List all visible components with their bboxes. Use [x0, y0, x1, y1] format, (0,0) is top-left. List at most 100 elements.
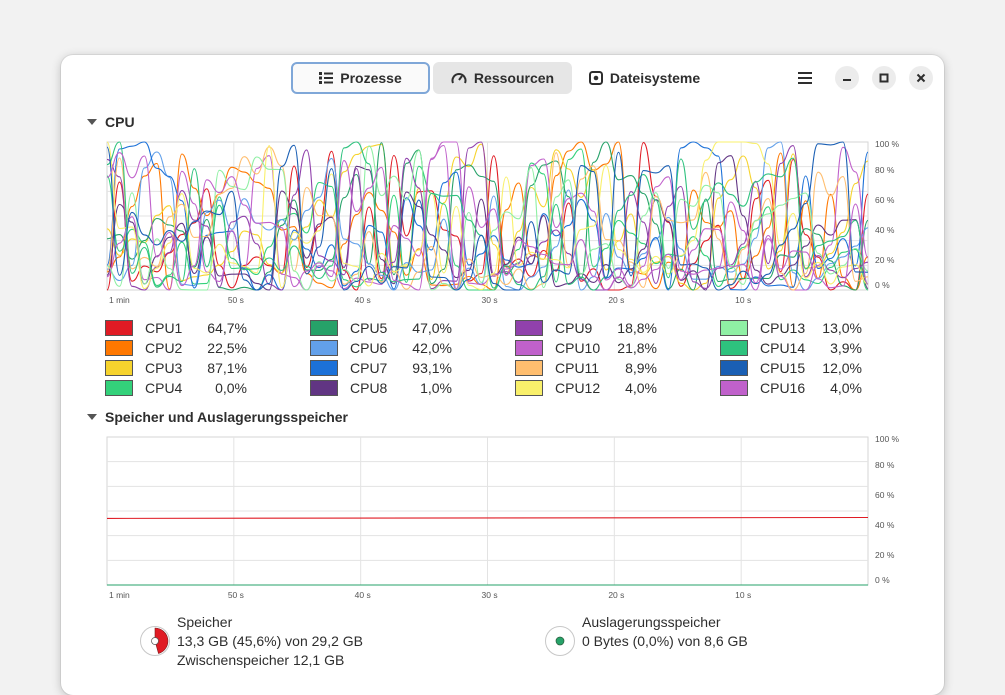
cpu-name: CPU6 — [350, 340, 388, 356]
cpu-history-chart: 100 % 80 % 60 % 40 % 20 % 0 % 1 min 50 s 40 s 30 … — [106, 139, 900, 305]
cpu-color-swatch[interactable] — [105, 340, 133, 356]
close-icon — [916, 73, 926, 83]
cpu-name: CPU14 — [760, 340, 806, 356]
cpu-color-swatch[interactable] — [515, 340, 543, 356]
cpu-legend-item[interactable]: CPU12 4,0% — [515, 378, 657, 398]
cpu-color-swatch[interactable] — [720, 360, 748, 376]
x-tick-label: 30 s — [482, 590, 498, 600]
cpu-color-swatch[interactable] — [720, 340, 748, 356]
x-tick-label: 40 s — [355, 590, 371, 600]
cpu-usage-value: 22,5% — [207, 340, 247, 356]
cpu-legend-item[interactable]: CPU2 22,5% — [105, 338, 247, 358]
tab-label: Dateisysteme — [609, 70, 701, 86]
cpu-color-swatch[interactable] — [105, 380, 133, 396]
cpu-series-line — [106, 148, 869, 291]
y-tick-label: 100 % — [875, 139, 900, 149]
memory-label: Speicher — [177, 614, 233, 630]
cpu-usage-value: 0,0% — [215, 380, 247, 396]
cpu-legend-item[interactable]: CPU15 12,0% — [720, 358, 862, 378]
cpu-name: CPU13 — [760, 320, 806, 336]
cpu-name: CPU2 — [145, 340, 183, 356]
cpu-color-swatch[interactable] — [310, 340, 338, 356]
expander-arrow-icon — [87, 119, 97, 125]
swap-usage-pie-icon — [545, 626, 575, 656]
cpu-series-line — [106, 146, 869, 291]
memory-cache: Zwischenspeicher 12,1 GB — [177, 652, 345, 668]
cpu-color-swatch[interactable] — [310, 320, 338, 336]
memory-history-chart: 100 % 80 % 60 % 40 % 20 % 0 % 1 min 50 s 40 s 30 … — [106, 434, 900, 600]
memory-section-toggle[interactable]: Speicher und Auslagerungsspeicher — [87, 409, 348, 425]
cpu-legend-item[interactable]: CPU14 3,9% — [720, 338, 862, 358]
memory-usage-pie-icon — [140, 626, 170, 656]
swap-usage: 0 Bytes (0,0%) von 8,6 GB — [582, 633, 748, 649]
maximize-button[interactable] — [872, 66, 896, 90]
cpu-legend-item[interactable]: CPU1 64,7% — [105, 318, 247, 338]
cpu-name: CPU3 — [145, 360, 183, 376]
cpu-legend-item[interactable]: CPU7 93,1% — [310, 358, 452, 378]
x-tick-label: 1 min — [109, 295, 130, 305]
cpu-usage-value: 87,1% — [207, 360, 247, 376]
tab-ressourcen[interactable]: Ressourcen — [433, 62, 572, 94]
cpu-usage-value: 12,0% — [822, 360, 862, 376]
expander-arrow-icon — [87, 414, 97, 420]
cpu-legend: CPU1 64,7% CPU2 22,5% CPU3 87,1% CPU4 0,0% CPU5 4… — [105, 318, 875, 402]
cpu-legend-item[interactable]: CPU16 4,0% — [720, 378, 862, 398]
cpu-legend-item[interactable]: CPU4 0,0% — [105, 378, 247, 398]
y-tick-label: 80 % — [875, 460, 895, 470]
cpu-usage-value: 1,0% — [420, 380, 452, 396]
close-button[interactable] — [909, 66, 933, 90]
cpu-color-swatch[interactable] — [720, 380, 748, 396]
cpu-usage-value: 3,9% — [830, 340, 862, 356]
main-menu-button[interactable] — [795, 69, 815, 87]
cpu-usage-value: 18,8% — [617, 320, 657, 336]
cpu-usage-value: 4,0% — [830, 380, 862, 396]
disk-icon — [588, 71, 603, 85]
cpu-color-swatch[interactable] — [515, 320, 543, 336]
cpu-name: CPU15 — [760, 360, 806, 376]
cpu-usage-value: 42,0% — [412, 340, 452, 356]
y-tick-label: 60 % — [875, 490, 895, 500]
cpu-color-swatch[interactable] — [310, 360, 338, 376]
cpu-name: CPU8 — [350, 380, 388, 396]
cpu-usage-value: 47,0% — [412, 320, 452, 336]
cpu-color-swatch[interactable] — [515, 360, 543, 376]
x-tick-label: 20 s — [608, 590, 624, 600]
tab-dateisysteme[interactable]: Dateisysteme — [575, 62, 714, 94]
cpu-legend-item[interactable]: CPU11 8,9% — [515, 358, 657, 378]
cpu-section-toggle[interactable]: CPU — [87, 114, 135, 130]
memory-section-title: Speicher und Auslagerungsspeicher — [105, 409, 348, 425]
cpu-usage-value: 93,1% — [412, 360, 452, 376]
cpu-color-swatch[interactable] — [720, 320, 748, 336]
x-tick-label: 40 s — [355, 295, 371, 305]
cpu-color-swatch[interactable] — [105, 360, 133, 376]
tab-prozesse[interactable]: Prozesse — [291, 62, 430, 94]
swap-info: Auslagerungsspeicher 0 Bytes (0,0%) von … — [582, 613, 748, 651]
cpu-name: CPU16 — [760, 380, 806, 396]
cpu-name: CPU4 — [145, 380, 183, 396]
cpu-color-swatch[interactable] — [310, 380, 338, 396]
x-tick-label: 10 s — [735, 590, 751, 600]
cpu-usage-value: 8,9% — [625, 360, 657, 376]
cpu-series-line — [106, 141, 869, 291]
cpu-legend-item[interactable]: CPU13 13,0% — [720, 318, 862, 338]
cpu-color-swatch[interactable] — [515, 380, 543, 396]
cpu-legend-item[interactable]: CPU9 18,8% — [515, 318, 657, 338]
x-tick-label: 50 s — [228, 295, 244, 305]
swap-label: Auslagerungsspeicher — [582, 614, 721, 630]
y-tick-label: 0 % — [875, 280, 890, 290]
cpu-legend-item[interactable]: CPU6 42,0% — [310, 338, 452, 358]
cpu-color-swatch[interactable] — [105, 320, 133, 336]
minimize-button[interactable] — [835, 66, 859, 90]
cpu-legend-item[interactable]: CPU10 21,8% — [515, 338, 657, 358]
cpu-legend-item[interactable]: CPU8 1,0% — [310, 378, 452, 398]
hamburger-icon — [798, 72, 812, 84]
cpu-legend-item[interactable]: CPU3 87,1% — [105, 358, 247, 378]
header-bar: Prozesse Ressourcen Dateisysteme — [61, 55, 944, 101]
y-tick-label: 60 % — [875, 195, 895, 205]
gauge-icon — [451, 73, 467, 84]
x-tick-label: 30 s — [482, 295, 498, 305]
cpu-name: CPU5 — [350, 320, 388, 336]
cpu-legend-item[interactable]: CPU5 47,0% — [310, 318, 452, 338]
memory-info: Speicher 13,3 GB (45,6%) von 29,2 GB Zwi… — [177, 613, 363, 670]
system-monitor-window: Prozesse Ressourcen Dateisysteme — [61, 55, 944, 695]
